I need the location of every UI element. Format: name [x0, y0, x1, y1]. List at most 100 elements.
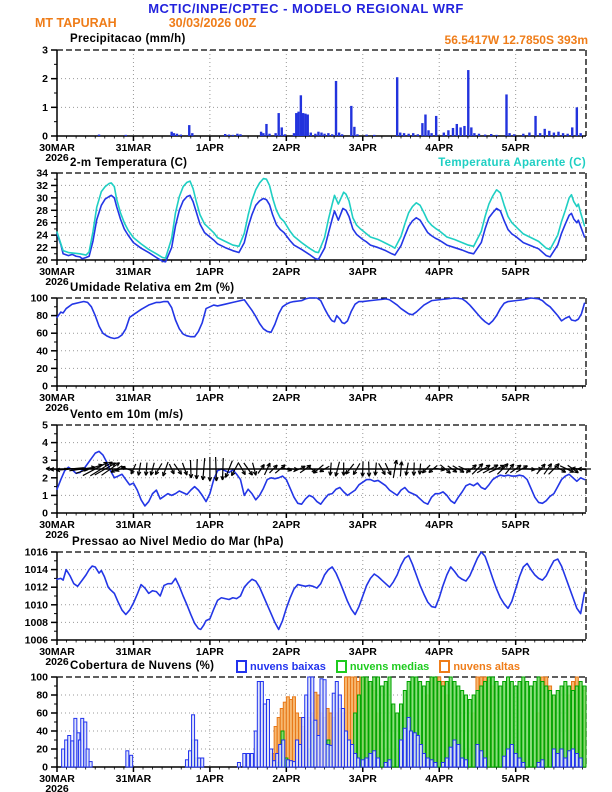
- svg-text:2APR: 2APR: [272, 646, 300, 658]
- legend-item-low-clouds: nuvens baixas: [236, 660, 326, 673]
- panel-2: 0 20 40 60 80 100 30MAR 31MAR 1APR 2APR 3APR 4APR 5A…: [30, 293, 587, 414]
- svg-text:1APR: 1APR: [196, 142, 224, 154]
- svg-text:26: 26: [36, 217, 48, 229]
- svg-text:2APR: 2APR: [272, 392, 300, 404]
- svg-text:1APR: 1APR: [196, 773, 224, 785]
- svg-text:0: 0: [42, 762, 48, 774]
- svg-text:40: 40: [36, 726, 48, 738]
- svg-text:5: 5: [42, 420, 48, 432]
- svg-text:3: 3: [42, 455, 48, 467]
- panel-title-temperature: 2-m Temperatura (C): [70, 157, 188, 169]
- svg-text:2: 2: [42, 73, 48, 85]
- svg-text:2: 2: [42, 472, 48, 484]
- svg-text:31MAR: 31MAR: [116, 646, 152, 658]
- svg-text:24: 24: [36, 230, 48, 242]
- svg-text:4: 4: [42, 437, 48, 449]
- svg-text:30MAR: 30MAR: [39, 646, 75, 658]
- svg-text:22: 22: [36, 242, 48, 254]
- panel-title-pressure: Pressao ao Nivel Medio do Mar (hPa): [72, 536, 284, 548]
- svg-text:30MAR: 30MAR: [39, 519, 75, 531]
- svg-text:20: 20: [36, 744, 48, 756]
- legend-label-high-clouds: nuvens altas: [453, 660, 520, 673]
- svg-text:31MAR: 31MAR: [116, 773, 152, 785]
- low-clouds-swatch-icon: [236, 660, 247, 673]
- svg-text:30MAR: 30MAR: [39, 392, 75, 404]
- svg-text:4APR: 4APR: [425, 519, 453, 531]
- svg-text:1014: 1014: [25, 564, 49, 576]
- cloud-legend: nuvens baixas nuvens medias nuvens altas: [236, 660, 520, 673]
- svg-text:1APR: 1APR: [196, 519, 224, 531]
- svg-text:1APR: 1APR: [196, 392, 224, 404]
- svg-text:30MAR: 30MAR: [39, 142, 75, 154]
- svg-text:4APR: 4APR: [425, 392, 453, 404]
- panel-title-apparent-temperature: Temperatura Aparente (C): [438, 157, 586, 169]
- svg-text:2APR: 2APR: [272, 266, 300, 278]
- svg-text:1010: 1010: [25, 599, 49, 611]
- svg-text:20: 20: [36, 255, 48, 267]
- high-clouds-swatch-icon: [439, 660, 451, 673]
- svg-text:3APR: 3APR: [349, 142, 377, 154]
- svg-text:1006: 1006: [25, 635, 49, 647]
- panel-title-clouds: Cobertura de Nuvens (%): [70, 660, 215, 672]
- legend-label-mid-clouds: nuvens medias: [349, 660, 430, 673]
- svg-text:3APR: 3APR: [349, 646, 377, 658]
- svg-text:4APR: 4APR: [425, 266, 453, 278]
- svg-text:60: 60: [36, 708, 48, 720]
- svg-text:5APR: 5APR: [502, 142, 530, 154]
- svg-text:30MAR: 30MAR: [39, 773, 75, 785]
- svg-text:100: 100: [30, 672, 48, 684]
- panel-title-wind: Vento em 10m (m/s): [70, 409, 184, 421]
- svg-text:4APR: 4APR: [425, 773, 453, 785]
- svg-text:1: 1: [42, 490, 48, 502]
- svg-text:5APR: 5APR: [502, 519, 530, 531]
- svg-text:4APR: 4APR: [425, 646, 453, 658]
- panel-4: 1006 1008 1010 1012 1014 1016 30MAR 31MAR 1APR 2A…: [25, 547, 587, 668]
- svg-text:2APR: 2APR: [272, 142, 300, 154]
- svg-text:0: 0: [42, 131, 48, 143]
- svg-text:20: 20: [36, 363, 48, 375]
- svg-text:2026: 2026: [45, 529, 69, 541]
- svg-text:31MAR: 31MAR: [116, 142, 152, 154]
- legend-item-high-clouds: nuvens altas: [439, 660, 520, 673]
- svg-text:1012: 1012: [25, 582, 49, 594]
- svg-text:5APR: 5APR: [502, 773, 530, 785]
- svg-text:0: 0: [42, 381, 48, 393]
- svg-text:4APR: 4APR: [425, 142, 453, 154]
- svg-text:31MAR: 31MAR: [116, 266, 152, 278]
- svg-text:5APR: 5APR: [502, 266, 530, 278]
- svg-text:2026: 2026: [45, 783, 69, 792]
- svg-text:2APR: 2APR: [272, 519, 300, 531]
- svg-text:31MAR: 31MAR: [116, 392, 152, 404]
- svg-text:1008: 1008: [25, 617, 49, 629]
- panel-3: 0 1 2 3 4 5 30MAR 31MAR 1APR 2APR 3APR 4APR 5APR 2026: [39, 420, 591, 541]
- svg-text:1APR: 1APR: [196, 646, 224, 658]
- svg-text:3APR: 3APR: [349, 519, 377, 531]
- svg-text:30: 30: [36, 192, 48, 204]
- svg-text:3: 3: [42, 45, 48, 57]
- svg-text:1APR: 1APR: [196, 266, 224, 278]
- svg-text:80: 80: [36, 310, 48, 322]
- svg-text:34: 34: [36, 168, 48, 180]
- svg-text:5APR: 5APR: [502, 646, 530, 658]
- svg-text:40: 40: [36, 345, 48, 357]
- svg-text:31MAR: 31MAR: [116, 519, 152, 531]
- svg-text:5APR: 5APR: [502, 392, 530, 404]
- legend-label-low-clouds: nuvens baixas: [250, 660, 326, 673]
- svg-text:2APR: 2APR: [272, 773, 300, 785]
- panel-0: 0 1 2 3 30MAR 31MAR 1APR 2APR 3APR 4APR 5APR 2026: [39, 45, 587, 164]
- station-header: MT TAPURAH 30/03/2026 00Z: [35, 16, 256, 30]
- mid-clouds-swatch-icon: [335, 660, 347, 673]
- station-name: MT TAPURAH: [35, 16, 117, 30]
- svg-text:1016: 1016: [25, 547, 49, 559]
- svg-text:2026: 2026: [45, 656, 69, 668]
- svg-text:3APR: 3APR: [349, 773, 377, 785]
- svg-text:1: 1: [42, 102, 48, 114]
- svg-text:28: 28: [36, 205, 48, 217]
- run-datetime: 30/03/2026 00Z: [168, 16, 257, 30]
- svg-text:3APR: 3APR: [349, 266, 377, 278]
- station-coordinates: 56.5417W 12.7850S 393m: [444, 33, 588, 47]
- svg-text:80: 80: [36, 690, 48, 702]
